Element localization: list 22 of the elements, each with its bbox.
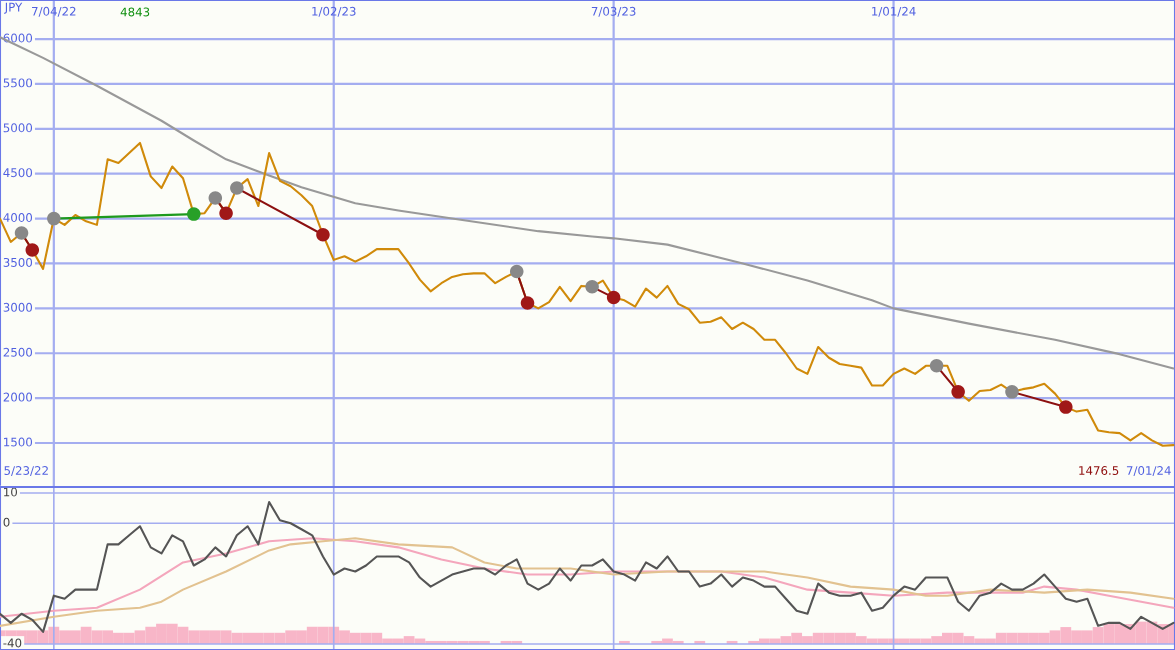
x-tick-label: 7/03/23 xyxy=(591,6,636,17)
y-tick-label: 2000 xyxy=(3,392,33,402)
y-tick-label: 5000 xyxy=(3,123,33,133)
annotation: 1476.5 xyxy=(1079,466,1119,475)
x-tick-label: 7/04/22 xyxy=(32,6,76,17)
y-tick-label: -40 xyxy=(3,638,22,648)
y-tick-label: 3000 xyxy=(3,302,33,312)
y-axis-title: JPY xyxy=(4,2,23,14)
y-tick-label: 4500 xyxy=(3,168,33,178)
y-tick-label: 4000 xyxy=(3,213,33,223)
y-tick-label: 1500 xyxy=(4,437,33,447)
annotation: 7/01/24 xyxy=(1126,466,1171,476)
y-tick-label: 5500 xyxy=(3,78,33,88)
x-tick-label: 1/02/23 xyxy=(312,6,356,17)
y-tick-label: 10 xyxy=(4,487,18,497)
y-tick-label: 0 xyxy=(3,517,10,527)
y-tick-label: 3500 xyxy=(3,257,33,267)
annotation: 5/23/22 xyxy=(4,466,48,476)
annotation: 4843 xyxy=(120,7,150,17)
y-tick-label: 6000 xyxy=(3,33,33,43)
y-tick-label: 2500 xyxy=(3,347,33,357)
x-tick-label: 1/01/24 xyxy=(872,6,916,17)
